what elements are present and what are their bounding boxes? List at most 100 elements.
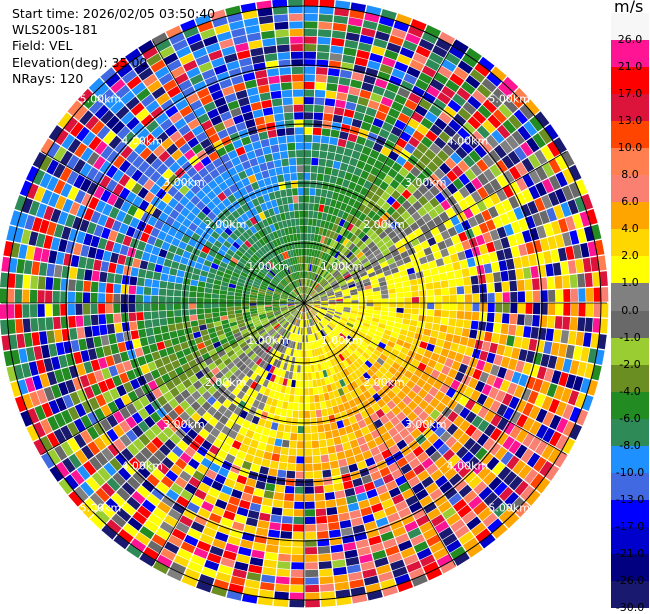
range-gate (298, 241, 301, 248)
range-gate (83, 292, 90, 303)
range-gate (212, 289, 219, 294)
range-gate (494, 313, 502, 323)
range-gate (286, 189, 292, 197)
range-gate (359, 300, 366, 303)
range-gate (403, 314, 411, 320)
range-gate (395, 318, 403, 324)
range-gate (164, 339, 173, 348)
range-gate (351, 300, 358, 303)
range-gate (280, 151, 288, 159)
range-gate (295, 487, 304, 494)
range-gate (402, 319, 410, 325)
range-gate (312, 219, 317, 226)
range-gate (583, 258, 592, 273)
range-gate (293, 517, 304, 524)
range-gate (524, 279, 532, 290)
range-gate (305, 494, 315, 501)
range-gate (197, 287, 205, 293)
range-gate (83, 304, 90, 315)
range-gate (101, 335, 110, 346)
range-gate (300, 381, 304, 388)
range-gate (292, 411, 298, 418)
range-gate (318, 37, 331, 45)
range-gate (175, 276, 183, 283)
range-gate (294, 509, 304, 516)
range-gate (311, 433, 318, 440)
range-gate (296, 380, 300, 387)
range-gate (259, 466, 269, 475)
range-gate (317, 417, 324, 425)
range-gate (291, 562, 304, 569)
range-gate (502, 313, 510, 323)
range-gate (153, 272, 161, 280)
range-gate (321, 136, 330, 144)
range-gate (204, 308, 211, 313)
range-gate (553, 262, 562, 275)
range-gate (411, 314, 419, 320)
range-gate (335, 444, 344, 452)
range-gate (151, 311, 159, 319)
range-gate (345, 40, 359, 49)
range-gate (432, 323, 440, 331)
range-gate (242, 300, 249, 303)
range-gate (116, 333, 125, 343)
range-gate (220, 311, 227, 316)
range-gate (322, 470, 331, 478)
range-gate (338, 427, 346, 436)
range-gate (259, 131, 269, 140)
range-gate (304, 14, 318, 21)
range-gate (430, 330, 438, 338)
range-gate (340, 163, 348, 172)
range-gate (336, 92, 347, 101)
range-gate (388, 312, 395, 317)
range-gate (296, 456, 304, 463)
range-gate (291, 52, 303, 59)
range-gate (153, 326, 161, 334)
range-gate (337, 139, 346, 148)
range-gate (181, 304, 188, 310)
range-gate (426, 283, 434, 290)
range-gate (294, 105, 304, 112)
range-gate (281, 82, 292, 90)
range-gate (37, 290, 44, 303)
range-gate (440, 248, 449, 257)
range-gate (304, 203, 309, 210)
range-gate (562, 275, 570, 288)
range-gate (331, 468, 340, 476)
range-gate (290, 577, 304, 584)
range-gate (174, 297, 181, 303)
range-gate (345, 102, 356, 111)
range-gate (448, 318, 456, 326)
range-gate (162, 332, 170, 340)
range-gate (182, 316, 190, 323)
range-gate (71, 340, 80, 352)
range-gate (531, 327, 539, 339)
range-gate (346, 456, 356, 465)
range-gate (305, 547, 317, 554)
range-gate (234, 303, 241, 306)
range-gate (276, 431, 284, 439)
range-gate (438, 265, 446, 273)
range-gate (427, 309, 434, 316)
range-gate (266, 161, 274, 169)
range-gate (293, 97, 303, 104)
range-gate (450, 303, 457, 310)
range-gate (316, 410, 322, 418)
range-gate (282, 516, 293, 524)
range-gate (259, 15, 274, 24)
range-gate (491, 262, 500, 272)
range-gate (319, 569, 333, 577)
range-gate (296, 226, 300, 233)
range-gate (197, 298, 204, 303)
range-gate (465, 294, 472, 302)
range-gate (313, 128, 322, 136)
range-gate (242, 297, 249, 300)
range-gate (515, 268, 523, 279)
range-gate (410, 320, 418, 327)
range-gate (471, 276, 479, 285)
range-gate (144, 295, 151, 303)
range-gate (395, 282, 403, 288)
range-gate (113, 284, 121, 293)
range-gate (427, 303, 434, 309)
range-gate (106, 314, 114, 324)
